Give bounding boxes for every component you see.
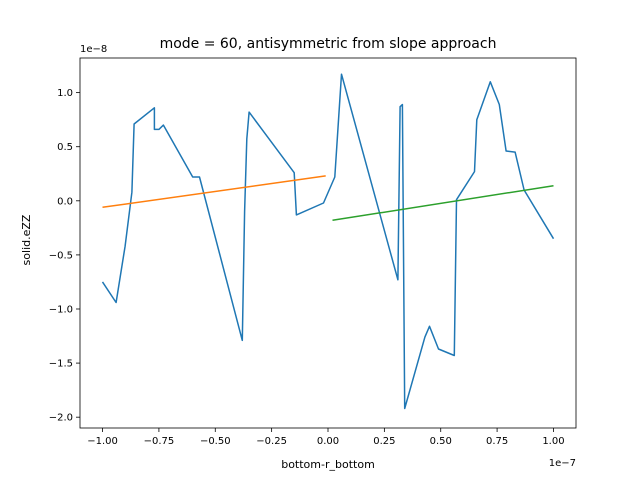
y-axis-label: solid.eZZ xyxy=(20,214,33,265)
y-tick-label: −2.0 xyxy=(49,413,73,424)
series-line-1 xyxy=(101,73,555,410)
x-axis-label: bottom-r_bottom xyxy=(281,458,375,471)
series-line-2 xyxy=(102,175,326,209)
y-tick-label: −1.0 xyxy=(49,304,73,315)
y-tick-label: 1.0 xyxy=(57,88,73,99)
x-tick-label: −1.00 xyxy=(87,436,118,447)
y-axis-ticks: −2.0 −1.5 −1.0 −0.5 0.0 0.5 1.0 xyxy=(49,88,80,424)
series-line-3 xyxy=(332,184,554,222)
plot-frame xyxy=(79,57,577,429)
x-tick-label: 0.25 xyxy=(373,436,395,447)
x-tick-label: 0.75 xyxy=(486,436,508,447)
y-scale-offset: 1e−8 xyxy=(80,44,107,55)
plot-area xyxy=(101,73,555,410)
x-tick-label: 0.50 xyxy=(430,436,452,447)
x-tick-label: −0.75 xyxy=(144,436,175,447)
y-tick-label: 0.5 xyxy=(57,142,73,153)
x-tick-label: 0.00 xyxy=(317,436,339,447)
x-scale-offset: 1e−7 xyxy=(549,458,576,469)
x-axis-ticks: −1.00 −0.75 −0.50 −0.25 0.00 0.25 0.50 0.75 1.00 xyxy=(87,428,565,447)
x-tick-label: 1.00 xyxy=(542,436,564,447)
x-tick-label: −0.25 xyxy=(256,436,287,447)
y-tick-label: −1.5 xyxy=(49,359,73,370)
y-tick-label: −0.5 xyxy=(49,250,73,261)
y-tick-label: 0.0 xyxy=(57,196,73,207)
chart-title: mode = 60, antisymmetric from slope appr… xyxy=(160,36,497,52)
x-tick-label: −0.50 xyxy=(200,436,231,447)
